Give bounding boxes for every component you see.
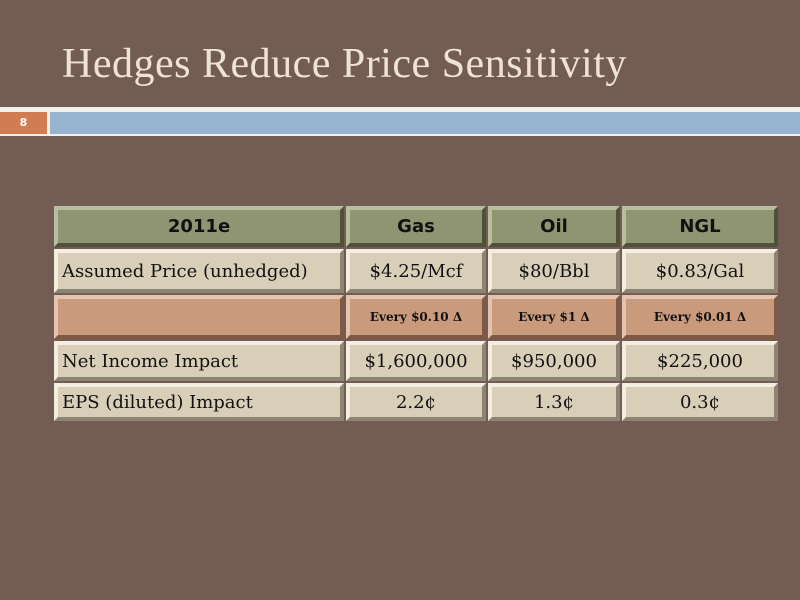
row-label-sensitivity <box>54 295 344 339</box>
slide-title: Hedges Reduce Price Sensitivity <box>62 41 627 87</box>
row-label-net-income: Net Income Impact <box>54 341 344 381</box>
table-cell: $225,000 <box>622 341 778 381</box>
header-accent-bar <box>50 112 800 134</box>
table-cell: $1,600,000 <box>346 341 486 381</box>
sensitivity-table: 2011e Gas Oil NGL Assumed Price (unhedge… <box>54 206 778 421</box>
table-cell: $0.83/Gal <box>622 249 778 293</box>
table-header-cell: Gas <box>346 206 486 247</box>
sensitivity-cell: Every $0.01 Δ <box>622 295 778 339</box>
table-cell: $80/Bbl <box>488 249 620 293</box>
sensitivity-cell: Every $1 Δ <box>488 295 620 339</box>
header-rule-bottom <box>0 134 800 136</box>
header-rule-top <box>0 107 800 110</box>
table-cell: $4.25/Mcf <box>346 249 486 293</box>
table-header-cell: NGL <box>622 206 778 247</box>
row-label-assumed-price: Assumed Price (unhedged) <box>54 249 344 293</box>
table-cell: 1.3¢ <box>488 383 620 421</box>
table-header-cell: Oil <box>488 206 620 247</box>
table-cell: 2.2¢ <box>346 383 486 421</box>
table-header-cell: 2011e <box>54 206 344 247</box>
table-cell: $950,000 <box>488 341 620 381</box>
slide-number: 8 <box>0 112 47 134</box>
sensitivity-cell: Every $0.10 Δ <box>346 295 486 339</box>
table-cell: 0.3¢ <box>622 383 778 421</box>
row-label-eps: EPS (diluted) Impact <box>54 383 344 421</box>
